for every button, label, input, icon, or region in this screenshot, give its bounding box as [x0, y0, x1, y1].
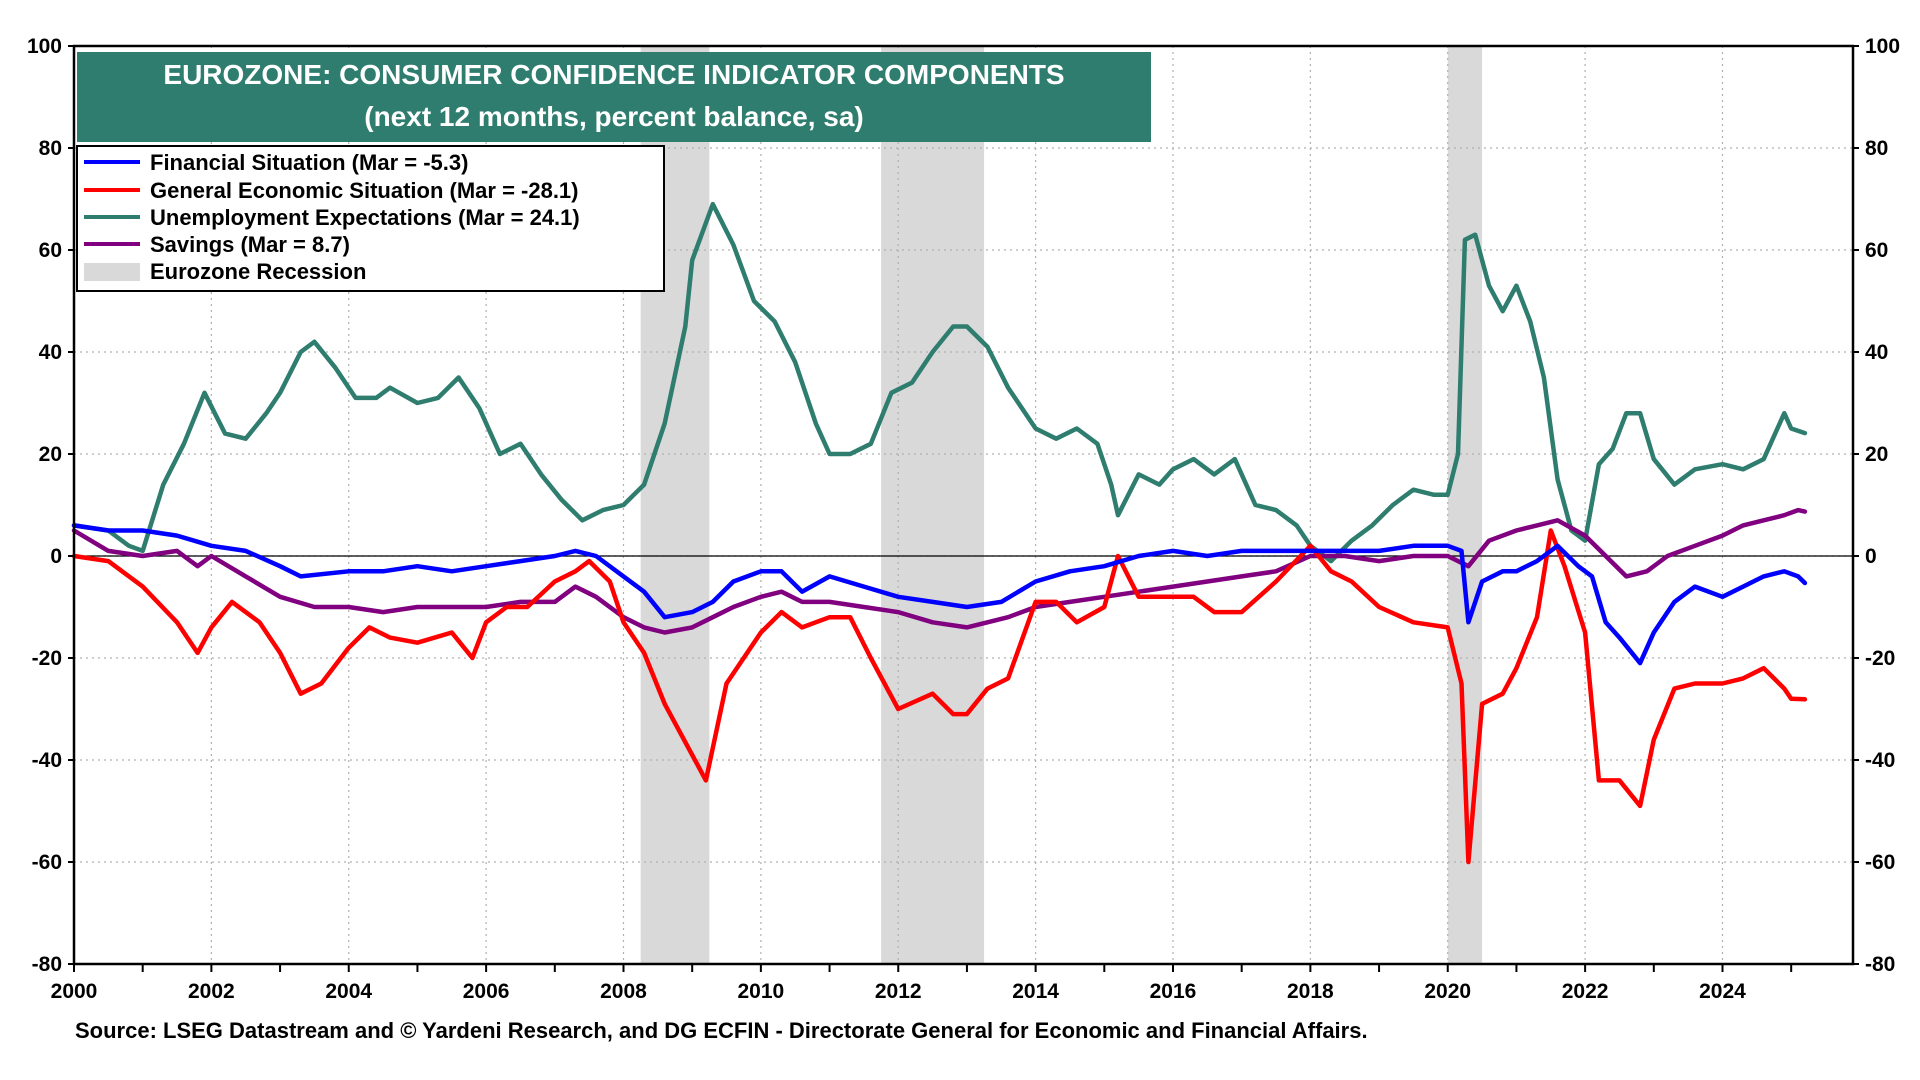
- y-tick-label: -60: [32, 851, 62, 874]
- series-line-savings: [71, 507, 1808, 635]
- series-line-financial-situation: [71, 523, 1808, 666]
- series-lines: [71, 201, 1808, 865]
- y-tick-label-right: -60: [1865, 851, 1895, 874]
- recession-bands: [640, 46, 1483, 964]
- y-tick-label: 20: [39, 443, 62, 466]
- x-tick-label: 2002: [188, 980, 235, 1003]
- y-tick-label: -80: [32, 953, 62, 976]
- y-axis-left: 100 80 60 40 20 0 -20 -40 -60 -80: [27, 35, 74, 976]
- y-tick-label-right: 60: [1865, 239, 1888, 262]
- series-line-general-economic-situation: [71, 528, 1808, 865]
- y-tick-label: 60: [39, 239, 62, 262]
- y-tick-label: 80: [39, 137, 62, 160]
- chart-title: EUROZONE: CONSUMER CONFIDENCE INDICATOR …: [163, 59, 1064, 90]
- legend-label-savings: Savings (Mar = 8.7): [150, 232, 350, 257]
- legend-swatch-recession: [84, 263, 140, 281]
- y-tick-label-right: -20: [1865, 647, 1895, 670]
- x-tick-label: 2000: [51, 980, 98, 1003]
- x-tick-label: 2008: [600, 980, 647, 1003]
- recession-band-1: [881, 46, 985, 964]
- y-tick-label: 40: [39, 341, 62, 364]
- x-tick-label: 2006: [463, 980, 510, 1003]
- x-tick-label: 2016: [1150, 980, 1197, 1003]
- y-tick-label-right: -40: [1865, 749, 1895, 772]
- source-note: Source: LSEG Datastream and © Yardeni Re…: [75, 1018, 1368, 1043]
- x-tick-label: 2020: [1424, 980, 1471, 1003]
- y-tick-label: 0: [50, 545, 62, 568]
- chart-subtitle: (next 12 months, percent balance, sa): [364, 101, 864, 132]
- x-tick-label: 2022: [1562, 980, 1609, 1003]
- x-tick-label: 2004: [325, 980, 372, 1003]
- x-tick-label: 2024: [1699, 980, 1746, 1003]
- legend-label-unemployment: Unemployment Expectations (Mar = 24.1): [150, 205, 580, 230]
- y-tick-label-right: 0: [1865, 545, 1877, 568]
- y-tick-label: -40: [32, 749, 62, 772]
- series-line-unemployment-expectations: [71, 201, 1808, 564]
- x-tick-label: 2014: [1012, 980, 1059, 1003]
- legend: Financial Situation (Mar = -5.3) General…: [76, 145, 665, 292]
- y-tick-label-right: -80: [1865, 953, 1895, 976]
- y-tick-label: -20: [32, 647, 62, 670]
- legend-label-general-economic: General Economic Situation (Mar = -28.1): [150, 178, 579, 203]
- y-tick-label-right: 20: [1865, 443, 1888, 466]
- y-tick-label-right: 40: [1865, 341, 1888, 364]
- legend-box: [76, 145, 665, 292]
- y-tick-label: 100: [27, 35, 62, 58]
- x-tick-label: 2018: [1287, 980, 1334, 1003]
- legend-label-financial: Financial Situation (Mar = -5.3): [150, 150, 468, 175]
- plot-frame: [72, 44, 1855, 966]
- title-box: EUROZONE: CONSUMER CONFIDENCE INDICATOR …: [77, 52, 1151, 142]
- y-axis-right: 100 80 60 40 20 0 -20 -40 -60 -80: [1853, 35, 1900, 976]
- x-axis: 2000 2002 2004 2006 2008 2010 2012 2014 2016 2018…: [51, 964, 1793, 1003]
- legend-label-recession: Eurozone Recession: [150, 259, 366, 284]
- y-tick-label-right: 100: [1865, 35, 1900, 58]
- x-tick-label: 2010: [738, 980, 785, 1003]
- y-tick-label-right: 80: [1865, 137, 1888, 160]
- x-tick-label: 2012: [875, 980, 922, 1003]
